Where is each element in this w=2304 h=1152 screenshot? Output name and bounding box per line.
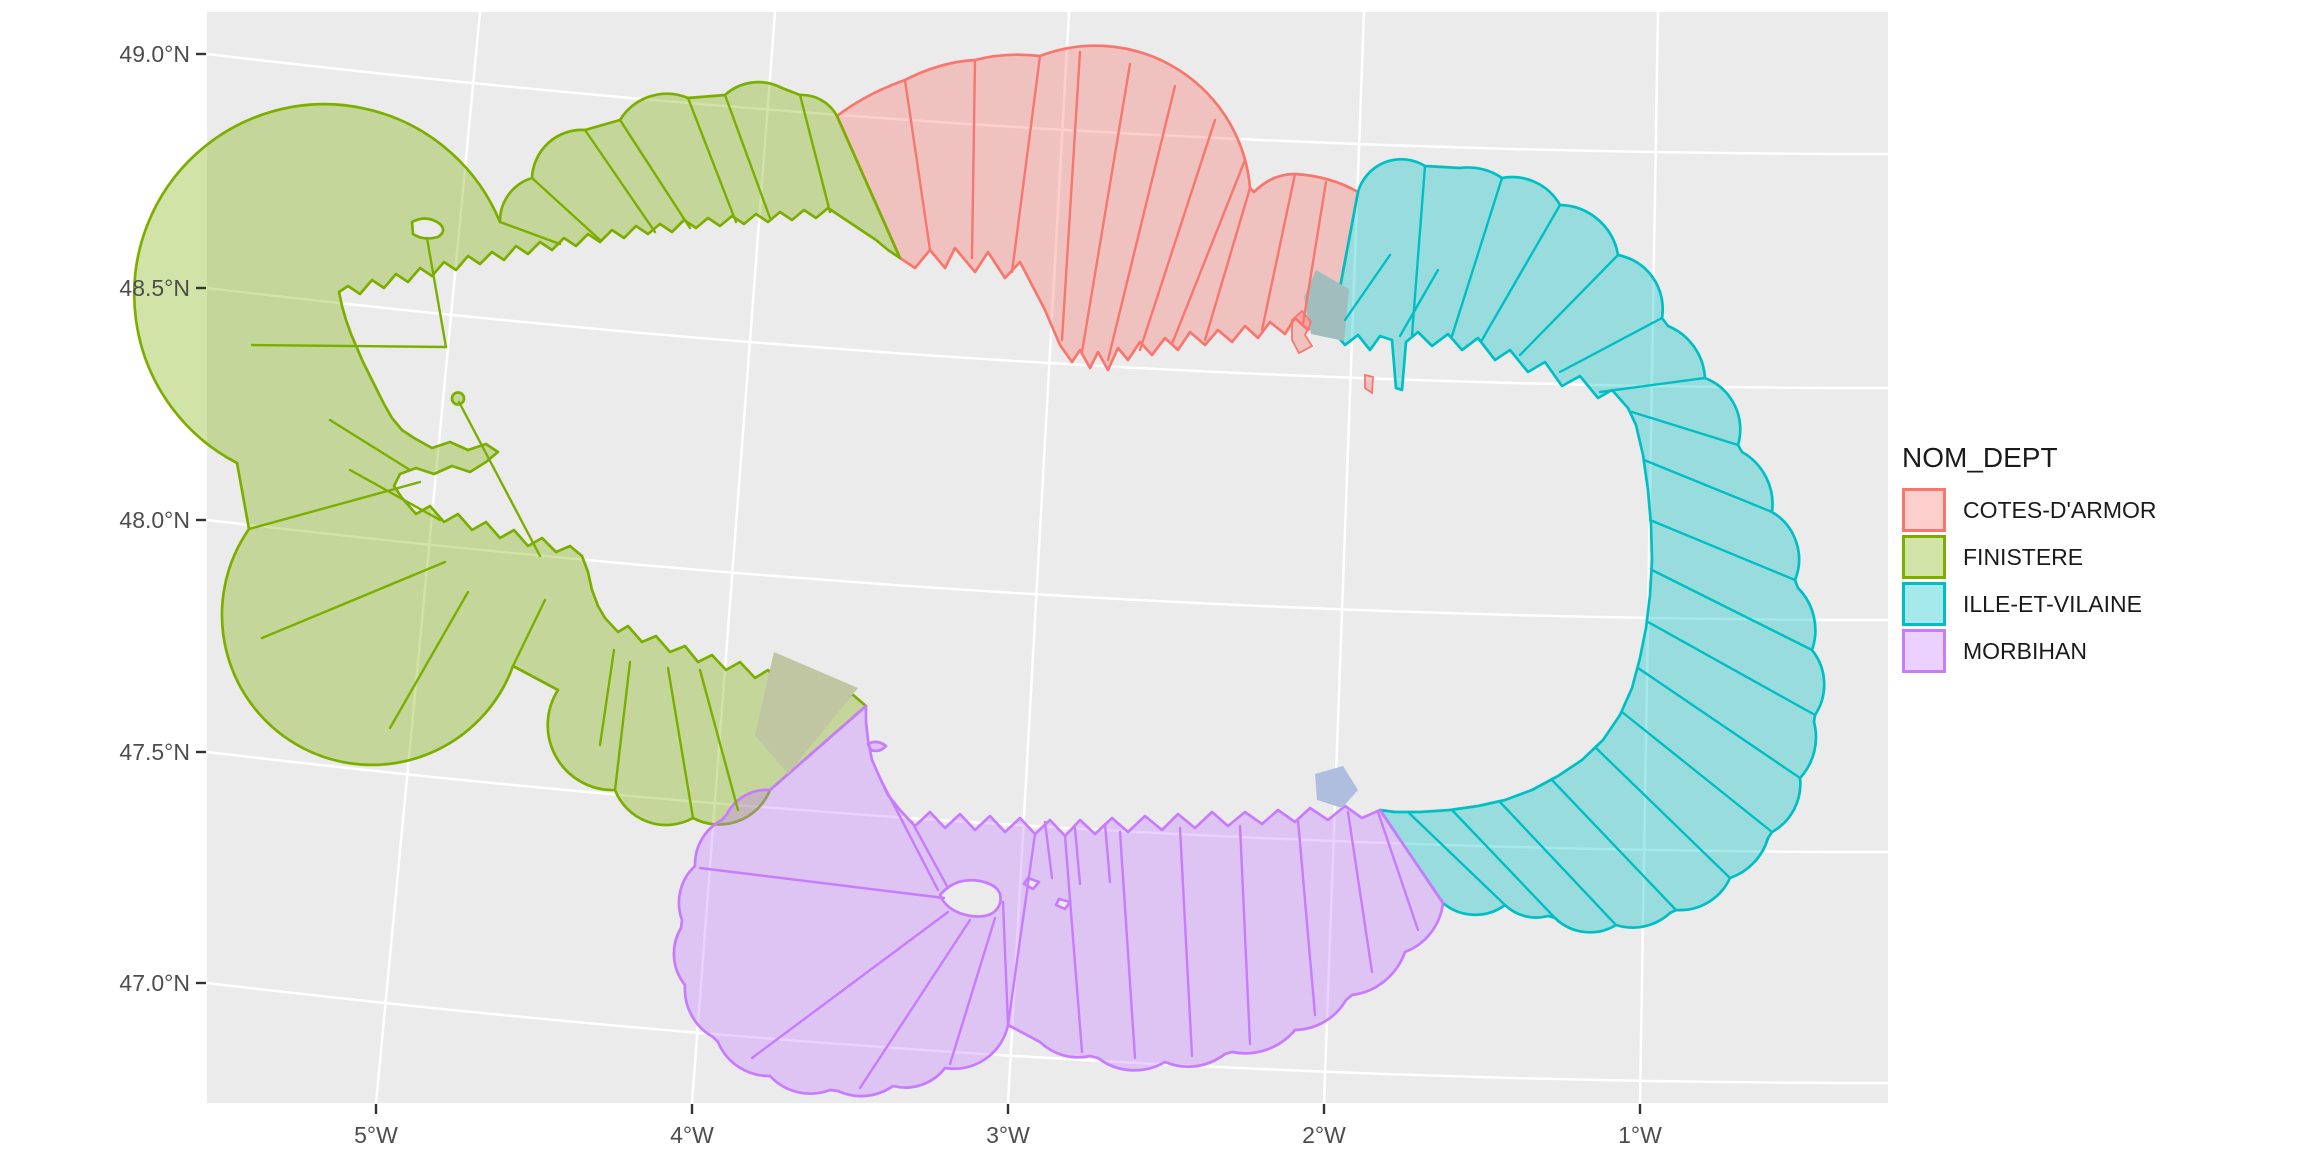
teal-purple-overlap <box>1315 766 1358 808</box>
gridline-parallel <box>206 286 1889 390</box>
y-tick-label: 49.0°N <box>119 41 190 67</box>
gridline-meridian <box>374 11 482 1104</box>
legend-swatch-cotes-darmor <box>1902 488 1946 532</box>
cell-dividers-finistere <box>247 93 832 820</box>
gridline-meridian <box>1638 11 1660 1104</box>
region-ille-et-vilaine <box>1330 157 1826 934</box>
y-tick-label: 47.0°N <box>119 970 190 996</box>
legend: NOM_DEPT COTES-D'ARMOR FINISTERE ILLE-ET… <box>1902 442 2157 676</box>
salmon-teal-overlap <box>1304 270 1349 341</box>
x-tick-label: 1°W <box>1618 1122 1662 1148</box>
gridline-parallel <box>206 52 1889 156</box>
green-purple-overlap <box>755 652 858 774</box>
legend-item-morbihan: MORBIHAN <box>1902 629 2157 673</box>
x-tick-label: 3°W <box>986 1122 1030 1148</box>
legend-label-ille-et-vilaine: ILLE-ET-VILAINE <box>1963 590 2142 617</box>
legend-item-ille-et-vilaine: ILLE-ET-VILAINE <box>1902 582 2157 626</box>
cell-dividers-cotes-darmor <box>903 50 1328 362</box>
legend-swatch-finistere <box>1902 535 1946 579</box>
cell-dividers-morbihan <box>698 780 1420 1090</box>
gridline-parallel <box>206 981 1889 1085</box>
salmon-coast-fragment <box>1291 309 1314 355</box>
legend-swatch-morbihan <box>1902 629 1946 673</box>
legend-item-finistere: FINISTERE <box>1902 535 2157 579</box>
legend-label-morbihan: MORBIHAN <box>1963 637 2087 664</box>
region-morbihan <box>672 704 1445 1098</box>
gridline-meridian <box>1006 11 1071 1104</box>
legend-label-finistere: FINISTERE <box>1963 543 2084 570</box>
x-tick-label: 4°W <box>670 1122 714 1148</box>
legend-title: NOM_DEPT <box>1902 442 2058 473</box>
salmon-estuary-tip <box>1364 373 1374 395</box>
legend-item-cotes-darmor: COTES-D'ARMOR <box>1902 488 2157 532</box>
x-tick-label: 5°W <box>354 1122 398 1148</box>
y-tick-label: 48.5°N <box>119 275 190 301</box>
legend-label-cotes-darmor: COTES-D'ARMOR <box>1963 496 2157 523</box>
cell-dividers-ille-et-vilaine <box>1343 164 1817 927</box>
gridline-parallel <box>206 750 1889 854</box>
legend-swatch-ille-et-vilaine <box>1902 582 1946 626</box>
y-tick-label: 47.5°N <box>119 739 190 765</box>
x-tick-label: 2°W <box>1302 1122 1346 1148</box>
gridline-parallel <box>206 518 1889 622</box>
y-tick-label: 48.0°N <box>119 507 190 533</box>
